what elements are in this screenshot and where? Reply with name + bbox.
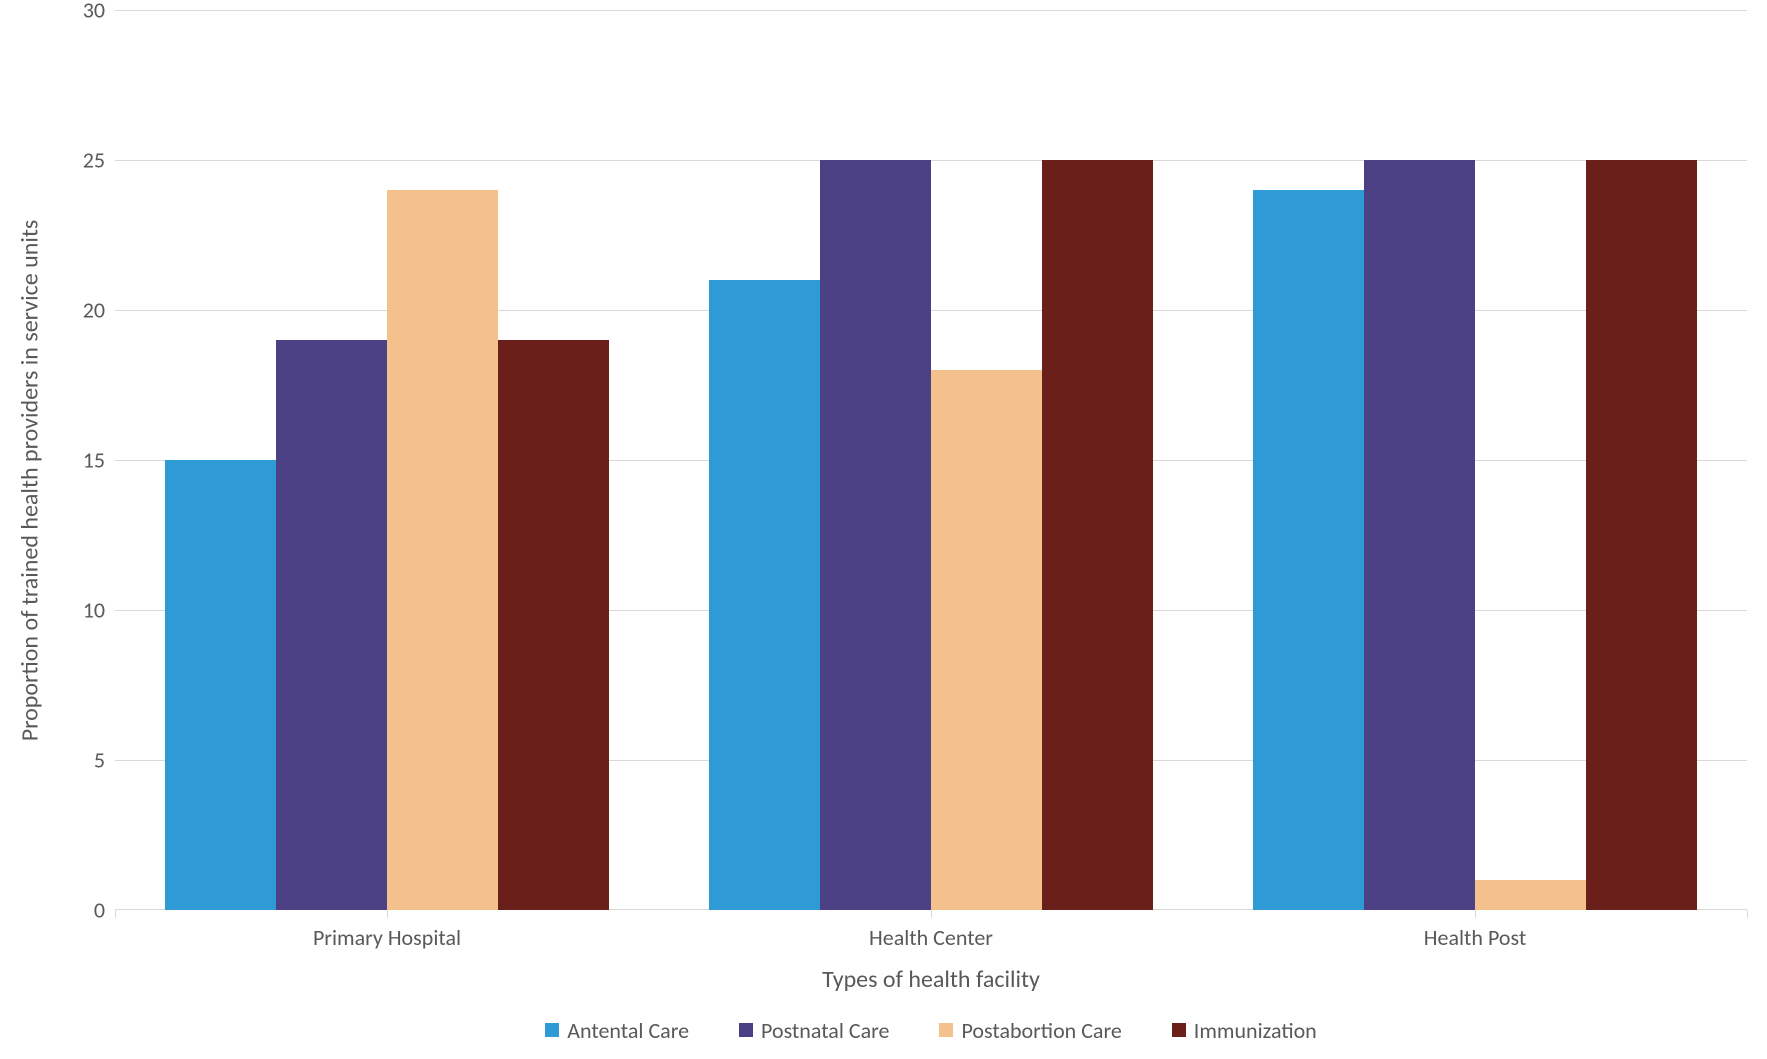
bar — [931, 370, 1042, 910]
plot-inner: 051015202530 — [115, 10, 1747, 910]
bar — [820, 160, 931, 910]
bar — [709, 280, 820, 910]
legend-label: Postabortion Care — [961, 1017, 1121, 1044]
y-tick-label: 0 — [45, 897, 105, 924]
y-tick-label: 30 — [45, 0, 105, 24]
gridline — [115, 160, 1747, 161]
gridline — [115, 10, 1747, 11]
legend-item: Postabortion Care — [939, 1017, 1121, 1044]
x-category-label: Health Center — [869, 924, 993, 951]
legend-item: Antental Care — [545, 1017, 689, 1044]
bar — [1364, 160, 1475, 910]
y-axis-title: Proportion of trained health providers i… — [10, 0, 50, 960]
x-tick — [1475, 910, 1476, 918]
legend-swatch — [545, 1023, 559, 1037]
x-tick — [1747, 910, 1748, 918]
legend-swatch — [939, 1023, 953, 1037]
gridline — [115, 310, 1747, 311]
bar — [498, 340, 609, 910]
bar — [1475, 880, 1586, 910]
y-tick-label: 10 — [45, 597, 105, 624]
x-tick — [115, 910, 116, 918]
x-tick — [931, 910, 932, 918]
bar — [1042, 160, 1153, 910]
legend-label: Antental Care — [567, 1017, 689, 1044]
legend-label: Postnatal Care — [761, 1017, 889, 1044]
y-axis-title-text: Proportion of trained health providers i… — [16, 219, 45, 741]
legend-item: Immunization — [1172, 1017, 1317, 1044]
chart-container: Proportion of trained health providers i… — [0, 0, 1767, 1059]
bar — [276, 340, 387, 910]
x-axis-title: Types of health facility — [115, 965, 1747, 995]
y-tick-label: 25 — [45, 147, 105, 174]
bar — [1586, 160, 1697, 910]
y-tick-label: 20 — [45, 297, 105, 324]
legend-label: Immunization — [1194, 1017, 1317, 1044]
x-tick — [387, 910, 388, 918]
bar — [165, 460, 276, 910]
bar — [1253, 190, 1364, 910]
plot-area: 051015202530 — [115, 10, 1747, 910]
legend-item: Postnatal Care — [739, 1017, 889, 1044]
legend-swatch — [739, 1023, 753, 1037]
legend: Antental Care Postnatal Care Postabortion … — [115, 1010, 1747, 1050]
y-tick-label: 15 — [45, 447, 105, 474]
x-category-label: Health Post — [1424, 924, 1526, 951]
bar — [387, 190, 498, 910]
legend-swatch — [1172, 1023, 1186, 1037]
x-category-label: Primary Hospital — [313, 924, 461, 951]
y-tick-label: 5 — [45, 747, 105, 774]
